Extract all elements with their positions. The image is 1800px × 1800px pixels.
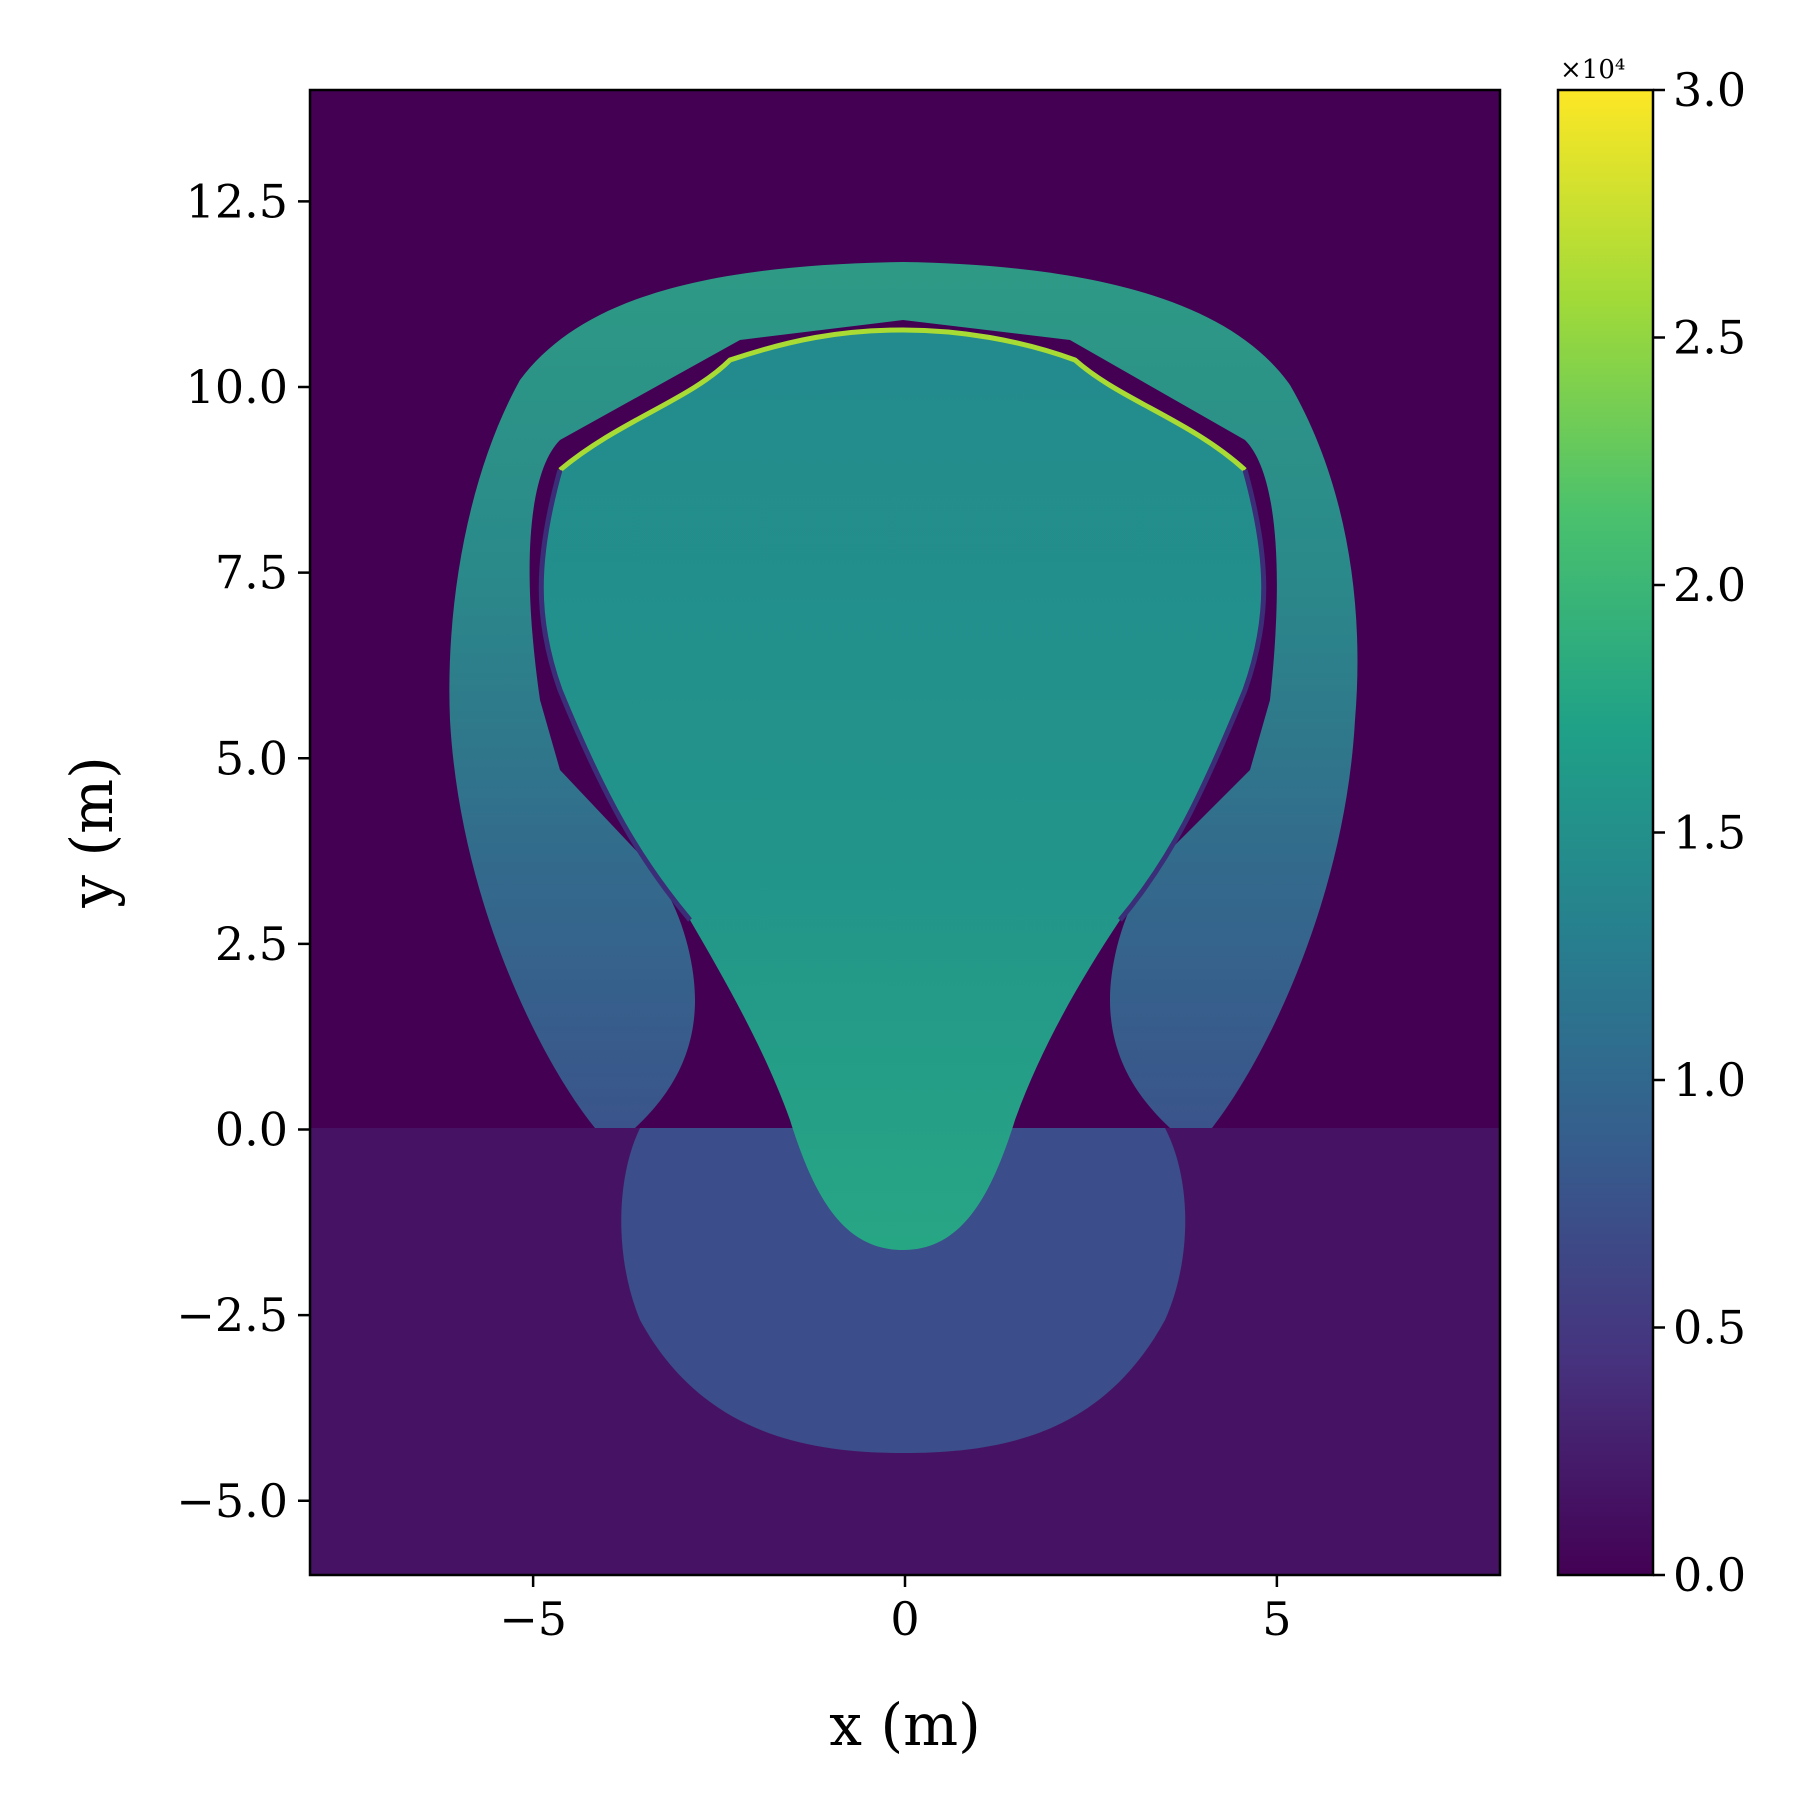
region-outer-shell [449, 262, 1358, 1128]
y-tick-label: 2.5 [215, 917, 288, 971]
region-interface-peak [558, 327, 1247, 472]
y-tick-label: 12.5 [186, 174, 288, 228]
y-axis-label: y (m) [58, 756, 126, 908]
y-tick-label: −2.5 [176, 1288, 288, 1342]
y-tick-label: −5.0 [176, 1474, 288, 1528]
x-axis-label: x (m) [829, 1691, 980, 1759]
colorbar-multiplier: ×10⁴ [1560, 55, 1625, 85]
colorbar-tick-label: 1.5 [1673, 806, 1746, 860]
colorbar-ticks: 0.0 0.5 1.0 1.5 2.0 2.5 3.0 [1653, 63, 1746, 1602]
x-tick-label: −5 [499, 1592, 567, 1646]
colorbar-tick-label: 0.5 [1673, 1301, 1746, 1355]
x-axis-ticks: −5 0 5 [499, 1575, 1292, 1646]
region-inner-core [541, 330, 1264, 1250]
colorbar-tick-label: 0.0 [1673, 1548, 1746, 1602]
x-tick-label: 5 [1262, 1592, 1291, 1646]
colorbar-tick-label: 3.0 [1673, 63, 1746, 117]
region-outer-bulb-below [621, 1128, 1186, 1453]
x-tick-label: 0 [890, 1592, 919, 1646]
y-tick-label: 0.0 [215, 1103, 288, 1157]
heatmap-panel [310, 90, 1500, 1575]
y-tick-label: 5.0 [215, 731, 288, 785]
y-tick-label: 10.0 [186, 360, 288, 414]
y-tick-label: 7.5 [215, 546, 288, 600]
region-interface-side [538, 469, 1267, 922]
y-axis-ticks: −5.0 −2.5 0.0 2.5 5.0 7.5 10.0 12.5 [176, 174, 310, 1528]
colorbar [1556, 88, 1655, 1577]
colorbar-tick-label: 2.5 [1673, 311, 1746, 365]
colorbar-tick-label: 1.0 [1673, 1053, 1746, 1107]
colorbar-tick-label: 2.0 [1673, 558, 1746, 612]
